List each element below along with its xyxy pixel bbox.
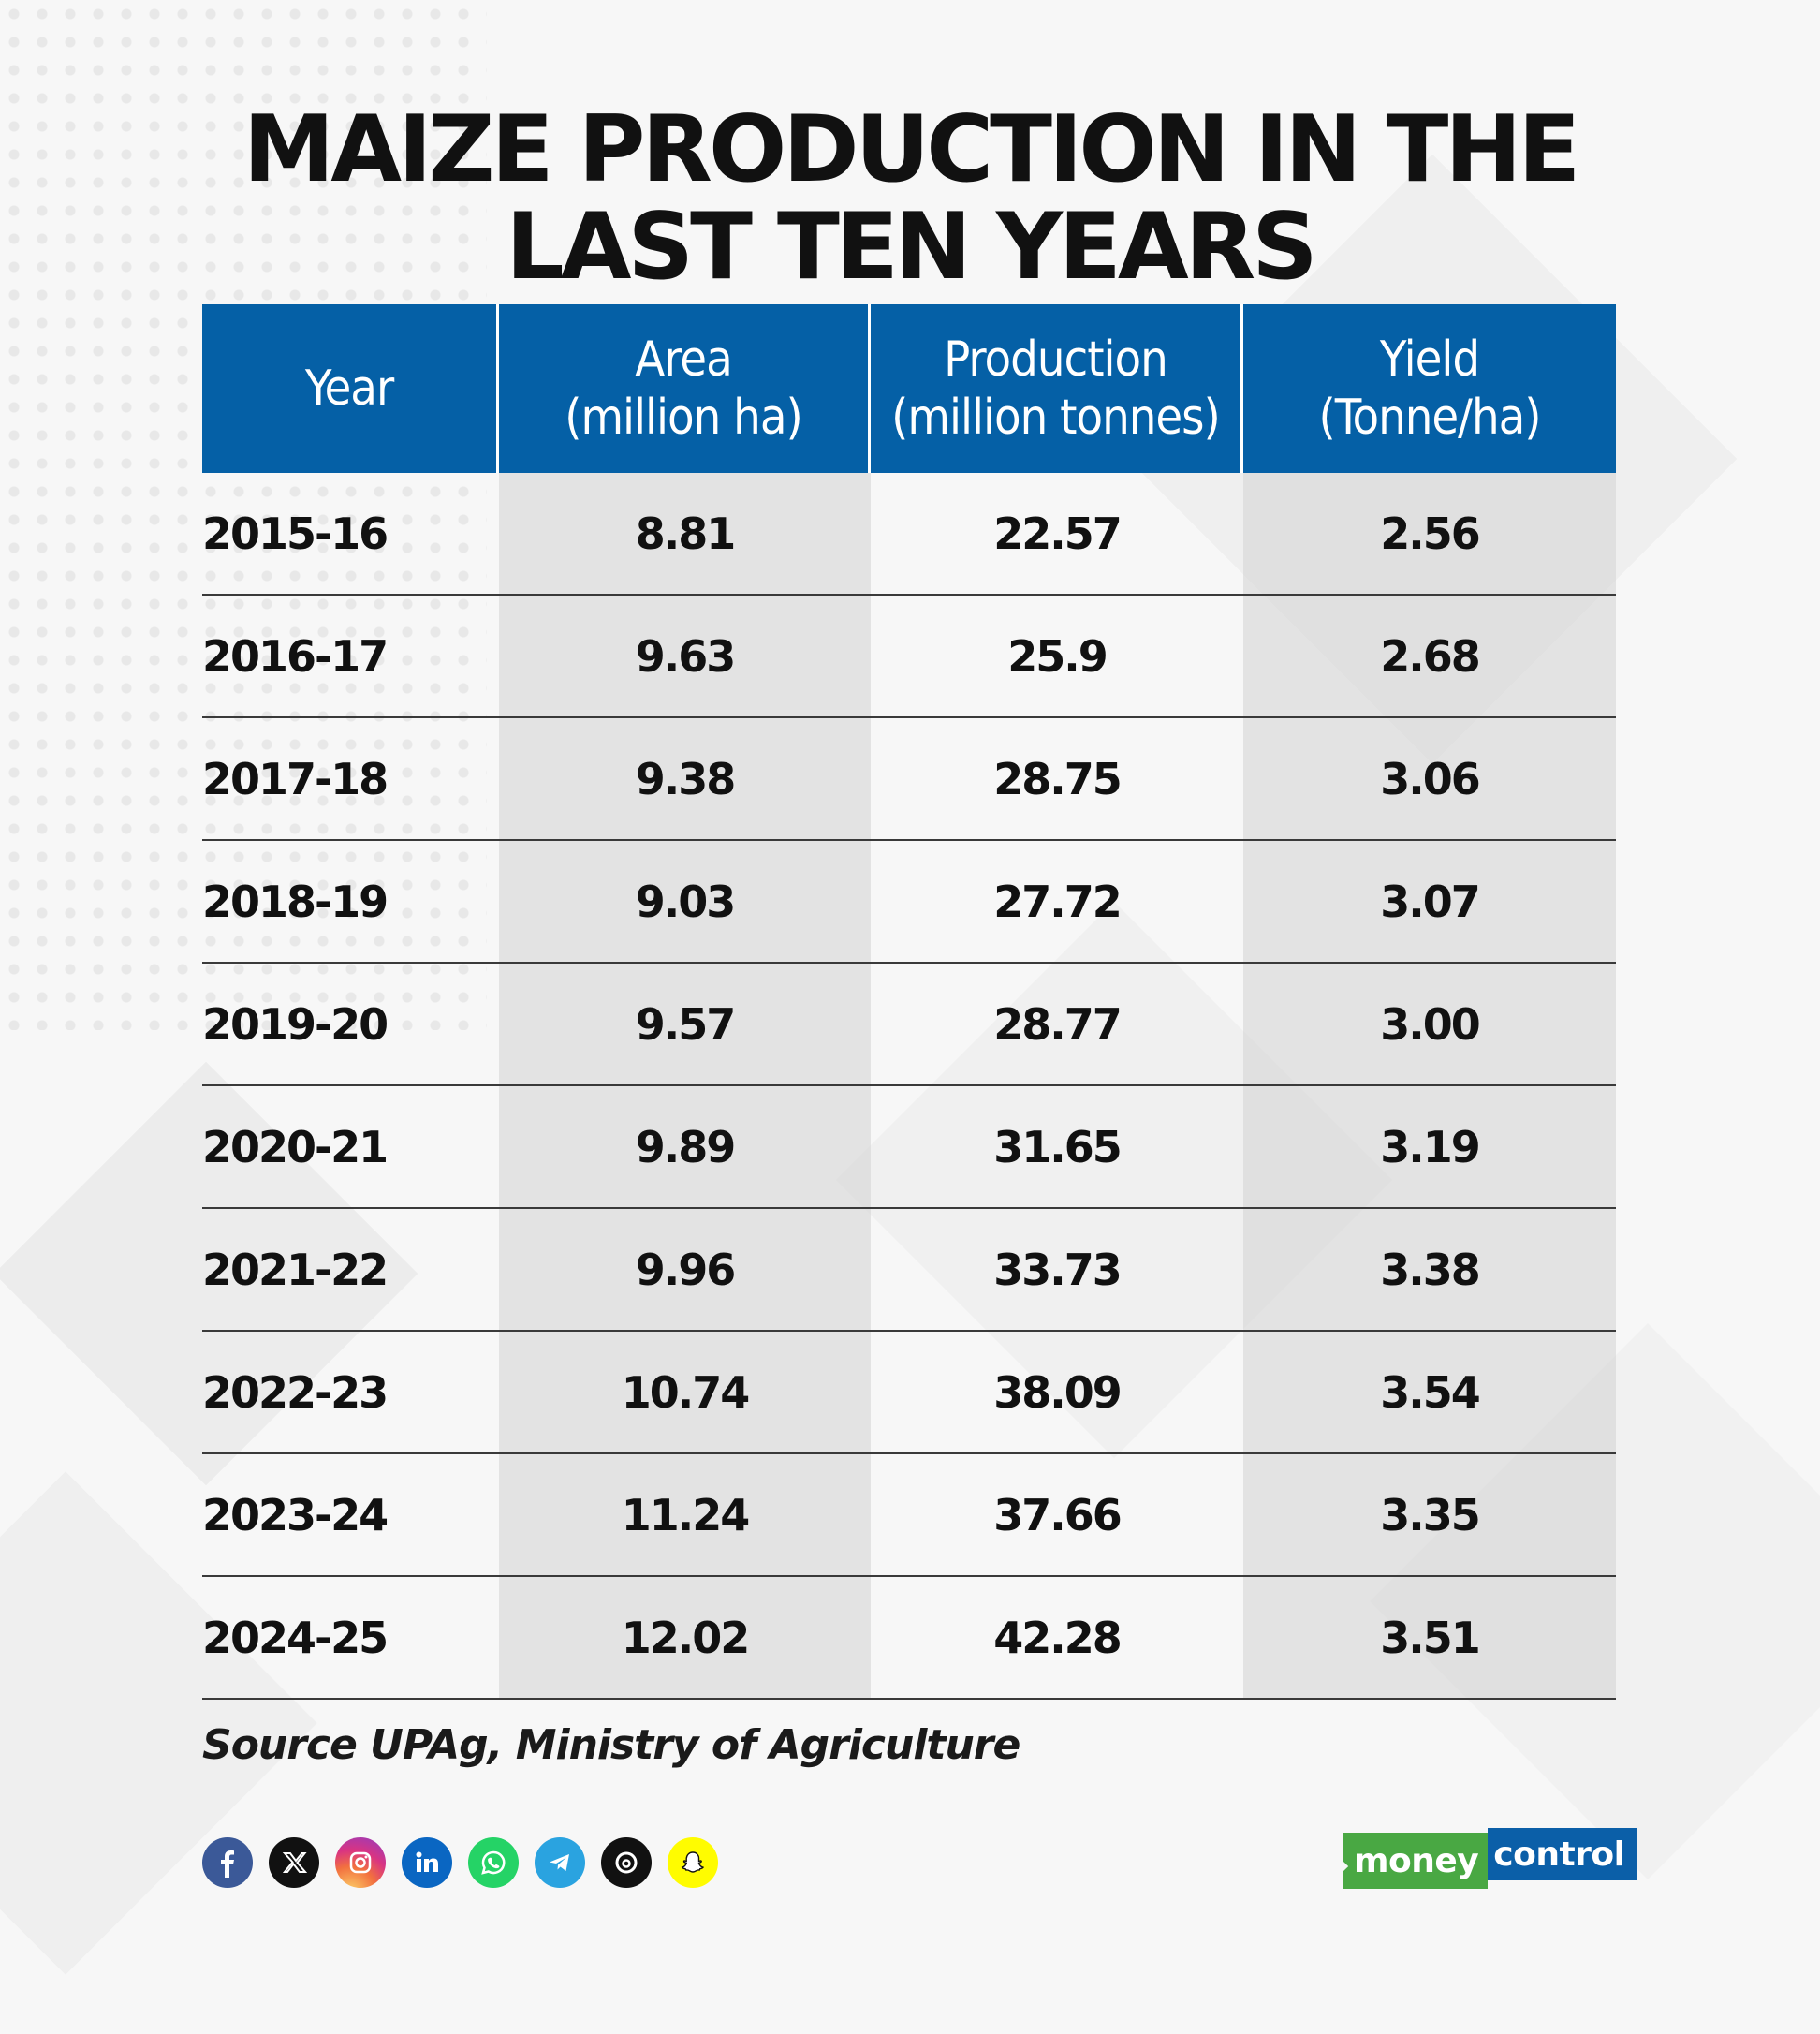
- value-cell: 12.02: [499, 1577, 871, 1698]
- value-cell: 42.28: [993, 1612, 1123, 1663]
- year-cell: 2022-23: [202, 1366, 389, 1418]
- value-cell: 28.77: [993, 998, 1123, 1050]
- table-row: 2022-23 10.74 38.09 3.54: [202, 1332, 1616, 1454]
- value-cell: 8.81: [499, 473, 871, 594]
- value-cell: 27.72: [993, 876, 1123, 927]
- instagram-icon[interactable]: [335, 1837, 386, 1888]
- year-cell: 2020-21: [202, 1121, 389, 1172]
- logo-part-money: money: [1343, 1833, 1489, 1889]
- data-table: Year Area (million ha) Production (million…: [202, 304, 1616, 1700]
- value-cell: 11.24: [499, 1454, 871, 1575]
- value-cell: 2.56: [1243, 473, 1616, 594]
- value-cell: 9.57: [499, 964, 871, 1084]
- year-cell: 2023-24: [202, 1489, 389, 1540]
- value-cell: 33.73: [993, 1244, 1123, 1295]
- social-icons: [202, 1837, 718, 1888]
- threads-icon[interactable]: [601, 1837, 652, 1888]
- table-row: 2020-21 9.89 31.65 3.19: [202, 1086, 1616, 1209]
- dot-pattern: [0, 0, 487, 1030]
- value-cell: 3.38: [1243, 1209, 1616, 1330]
- value-cell: 9.96: [499, 1209, 871, 1330]
- column-header: Year: [202, 304, 499, 473]
- year-cell: 2017-18: [202, 753, 389, 804]
- table-row: 2015-16 8.81 22.57 2.56: [202, 473, 1616, 596]
- table-row: 2017-18 9.38 28.75 3.06: [202, 718, 1616, 841]
- value-cell: 22.57: [993, 508, 1123, 559]
- value-cell: 9.03: [499, 841, 871, 962]
- table-row: 2024-25 12.02 42.28 3.51: [202, 1577, 1616, 1700]
- year-cell: 2018-19: [202, 876, 389, 927]
- table-row: 2016-17 9.63 25.9 2.68: [202, 596, 1616, 718]
- title-line-2: LAST TEN YEARS: [506, 194, 1318, 301]
- table-row: 2018-19 9.03 27.72 3.07: [202, 841, 1616, 964]
- facebook-icon[interactable]: [202, 1837, 253, 1888]
- value-cell: 9.63: [499, 596, 871, 716]
- value-cell: 25.9: [1007, 630, 1108, 682]
- value-cell: 3.51: [1243, 1577, 1616, 1698]
- value-cell: 3.35: [1243, 1454, 1616, 1575]
- value-cell: 3.00: [1243, 964, 1616, 1084]
- column-header: Area (million ha): [499, 304, 871, 473]
- value-cell: 3.54: [1243, 1332, 1616, 1452]
- table-row: 2021-22 9.96 33.73 3.38: [202, 1209, 1616, 1332]
- table-body: 2015-16 8.81 22.57 2.56 2016-17 9.63 25.9 2.68 2…: [202, 473, 1616, 1700]
- moneycontrol-logo: money control: [1343, 1828, 1637, 1889]
- value-cell: 3.07: [1243, 841, 1616, 962]
- value-cell: 28.75: [993, 753, 1123, 804]
- column-header: Yield (Tonne/ha): [1318, 332, 1541, 446]
- column-header: Production (million tonnes): [871, 304, 1243, 473]
- table-row: 2023-24 11.24 37.66 3.35: [202, 1454, 1616, 1577]
- table-row: 2019-20 9.57 28.77 3.00: [202, 964, 1616, 1086]
- year-cell: 2021-22: [202, 1244, 389, 1295]
- value-cell: 2.68: [1243, 596, 1616, 716]
- x-icon[interactable]: [269, 1837, 319, 1888]
- value-cell: 38.09: [993, 1366, 1123, 1418]
- table-header: Year Area (million ha) Production (million…: [202, 304, 1616, 473]
- logo-part-control: control: [1488, 1828, 1637, 1880]
- whatsapp-icon[interactable]: [468, 1837, 519, 1888]
- year-cell: 2015-16: [202, 508, 389, 559]
- source-note: Source UPAg, Ministry of Agriculture: [202, 1721, 1020, 1769]
- value-cell: 3.06: [1243, 718, 1616, 839]
- value-cell: 10.74: [499, 1332, 871, 1452]
- chart-title: MAIZE PRODUCTION IN THE LAST TEN YEARS: [0, 101, 1820, 296]
- value-cell: 31.65: [993, 1121, 1123, 1172]
- linkedin-icon[interactable]: [402, 1837, 452, 1888]
- value-cell: 37.66: [993, 1489, 1123, 1540]
- telegram-icon[interactable]: [535, 1837, 585, 1888]
- title-line-1: MAIZE PRODUCTION IN THE: [242, 96, 1581, 203]
- year-cell: 2024-25: [202, 1612, 389, 1663]
- value-cell: 9.38: [499, 718, 871, 839]
- year-cell: 2016-17: [202, 630, 389, 682]
- value-cell: 3.19: [1243, 1086, 1616, 1207]
- year-cell: 2019-20: [202, 998, 389, 1050]
- snapchat-icon[interactable]: [668, 1837, 718, 1888]
- value-cell: 9.89: [499, 1086, 871, 1207]
